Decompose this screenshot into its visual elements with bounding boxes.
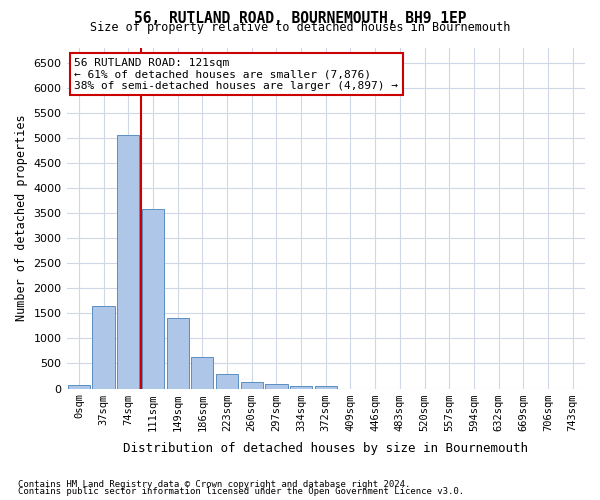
Text: Contains HM Land Registry data © Crown copyright and database right 2024.: Contains HM Land Registry data © Crown c… bbox=[18, 480, 410, 489]
Bar bbox=[290, 386, 312, 388]
Bar bbox=[68, 385, 90, 388]
Text: 56 RUTLAND ROAD: 121sqm
← 61% of detached houses are smaller (7,876)
38% of semi: 56 RUTLAND ROAD: 121sqm ← 61% of detache… bbox=[74, 58, 398, 91]
Bar bbox=[117, 136, 139, 388]
Bar bbox=[142, 209, 164, 388]
Text: 56, RUTLAND ROAD, BOURNEMOUTH, BH9 1EP: 56, RUTLAND ROAD, BOURNEMOUTH, BH9 1EP bbox=[134, 11, 466, 26]
X-axis label: Distribution of detached houses by size in Bournemouth: Distribution of detached houses by size … bbox=[123, 442, 528, 455]
Bar bbox=[241, 382, 263, 388]
Bar bbox=[314, 386, 337, 388]
Bar bbox=[216, 374, 238, 388]
Bar bbox=[265, 384, 287, 388]
Bar bbox=[92, 306, 115, 388]
Text: Size of property relative to detached houses in Bournemouth: Size of property relative to detached ho… bbox=[90, 22, 510, 35]
Y-axis label: Number of detached properties: Number of detached properties bbox=[15, 114, 28, 322]
Text: Contains public sector information licensed under the Open Government Licence v3: Contains public sector information licen… bbox=[18, 487, 464, 496]
Bar bbox=[191, 358, 214, 388]
Bar bbox=[167, 318, 189, 388]
